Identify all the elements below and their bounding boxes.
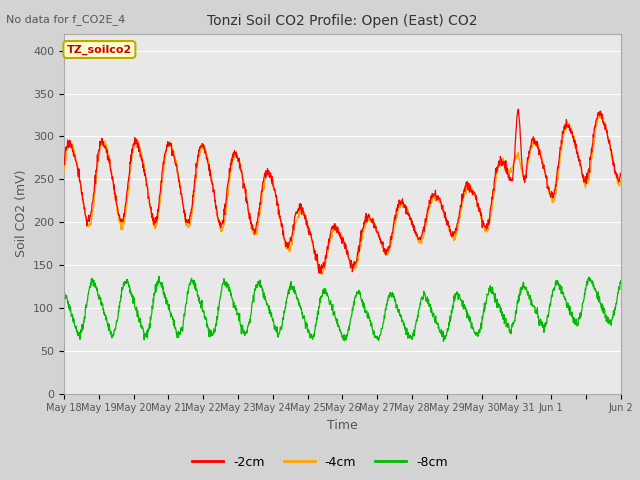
- Text: TZ_soilco2: TZ_soilco2: [67, 44, 132, 55]
- Y-axis label: Soil CO2 (mV): Soil CO2 (mV): [15, 170, 28, 257]
- Title: Tonzi Soil CO2 Profile: Open (East) CO2: Tonzi Soil CO2 Profile: Open (East) CO2: [207, 14, 477, 28]
- X-axis label: Time: Time: [327, 419, 358, 432]
- Text: No data for f_CO2E_4: No data for f_CO2E_4: [6, 14, 125, 25]
- Legend: -2cm, -4cm, -8cm: -2cm, -4cm, -8cm: [187, 451, 453, 474]
